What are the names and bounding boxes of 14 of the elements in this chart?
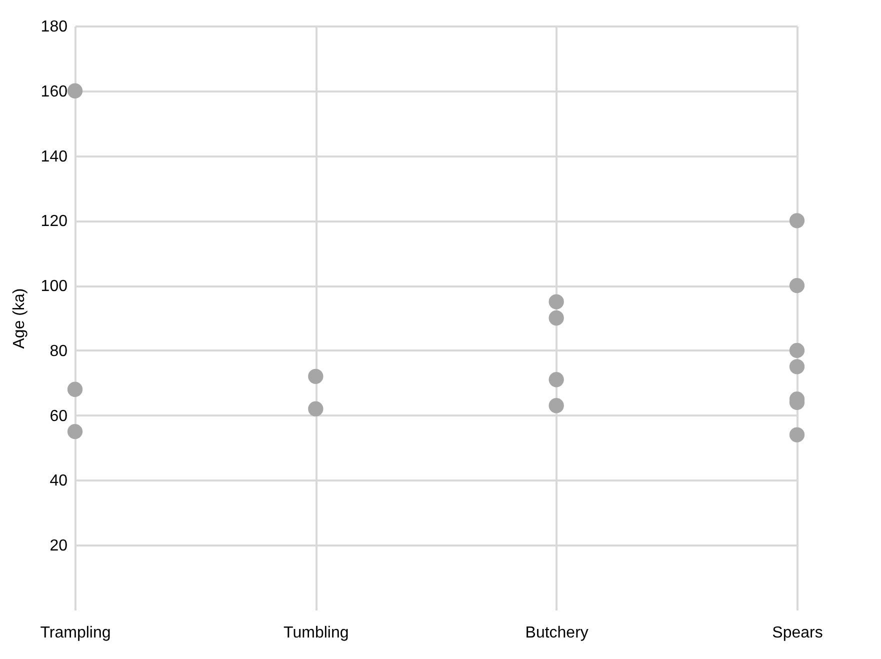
x-tick-label: Spears [772,624,823,642]
y-tick-label: 120 [40,213,68,230]
y-tick-label: 180 [40,18,68,36]
y-tick-label: 160 [40,83,68,100]
x-tick-label: Trampling [40,624,111,642]
y-tick-label: 40 [50,472,68,490]
y-tick-label: 100 [40,278,68,296]
y-tick-label: 60 [50,408,68,425]
y-tick-label: 80 [50,342,68,360]
x-tick-label: Butchery [525,624,588,642]
y-axis-title: Age (ka) [10,288,28,349]
y-tick-label: 20 [50,538,68,555]
x-tick-label: Tumbling [284,624,349,642]
y-tick-label: 140 [40,148,68,166]
